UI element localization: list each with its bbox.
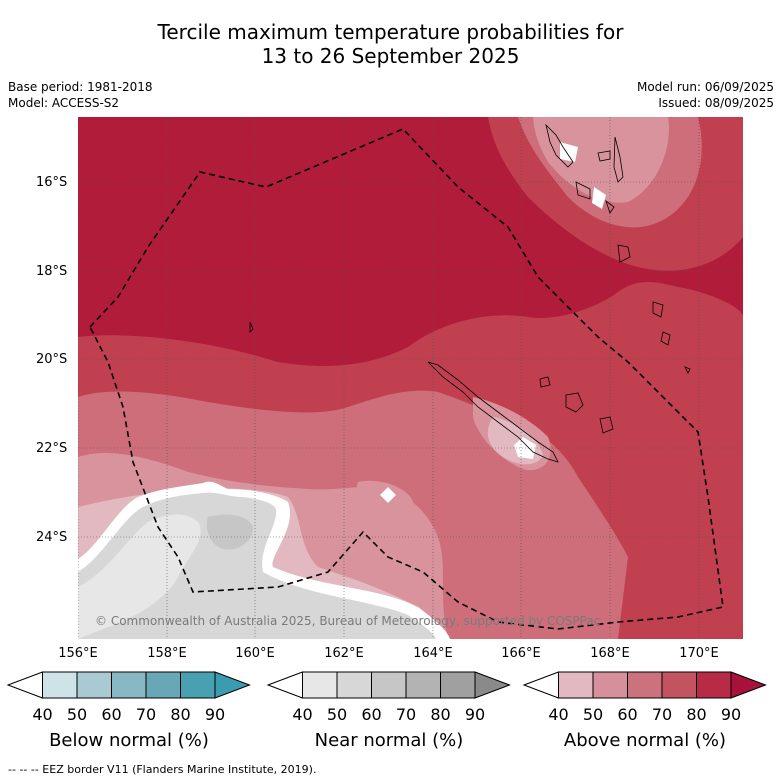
- colorbar-title-near: Near normal (%): [314, 730, 464, 751]
- lat-label-24s: 24°S: [36, 530, 68, 545]
- title-line-1: Tercile maximum temperature probabilitie…: [157, 20, 624, 44]
- colorbar-near-tick-50: 50: [326, 705, 348, 724]
- colorbar-below-segment-3: [111, 671, 147, 699]
- eez-border: [89, 128, 724, 630]
- coastline-vanuatu-4: [575, 181, 591, 200]
- model-run: Model run: 06/09/2025: [636, 80, 774, 94]
- colorbar-above-tick-90: 90: [720, 705, 742, 724]
- coastline-vanuatu-5: [605, 199, 615, 214]
- colorbar-near-segment-3: [371, 671, 407, 699]
- white-spot-vanuatu-north: [560, 142, 578, 162]
- colorbar-above-tick-60: 60: [617, 705, 638, 724]
- colorbar-above-segment-4: [661, 671, 697, 699]
- coastlines: [249, 123, 691, 463]
- lon-label-158e: 158°E: [147, 646, 187, 661]
- colorbar-above-tick-50: 50: [582, 705, 604, 724]
- gridlines: [78, 117, 743, 639]
- eez-footer-note: -- -- -- EEZ border V11 (Flanders Marine…: [8, 763, 317, 776]
- colorbars: [6, 671, 767, 699]
- copyright-notice: © Commonwealth of Australia 2025, Bureau…: [95, 614, 601, 628]
- coastline-loyalty-island-2: [565, 392, 584, 413]
- issued-date: Issued: 08/09/2025: [658, 96, 774, 110]
- colorbar-below-tick-70: 70: [135, 705, 157, 724]
- coastline-islet-1: [249, 321, 254, 333]
- coastline-vanuatu-8: [660, 331, 671, 346]
- lon-label-162e: 162°E: [324, 646, 364, 661]
- coastline-vanuatu-7: [652, 301, 664, 318]
- colorbar-below-tick-40: 40: [32, 705, 53, 724]
- coastline-new-caledonia: [427, 361, 559, 463]
- colorbar-near-tick-80: 80: [430, 705, 451, 724]
- colorbar-title-below: Below normal (%): [49, 730, 209, 751]
- colorbar-above-tick-80: 80: [686, 705, 707, 724]
- lat-label-16s: 16°S: [36, 175, 68, 190]
- lon-label-164e: 164°E: [413, 646, 453, 661]
- coastline-islet-2: [684, 366, 691, 374]
- lon-label-168e: 168°E: [590, 646, 630, 661]
- colorbar-above-segment-3: [627, 671, 663, 699]
- lat-label-18s: 18°S: [36, 264, 68, 279]
- lon-label-166e: 166°E: [501, 646, 541, 661]
- near-normal-60-70: [206, 514, 253, 550]
- colorbar-near-tick-60: 60: [361, 705, 382, 724]
- colorbar-below-tick-90: 90: [204, 705, 226, 724]
- colorbar-near-tick-40: 40: [292, 705, 313, 724]
- colorbar-near-segment-2: [336, 671, 372, 699]
- above-50-60-north: [533, 117, 669, 203]
- colorbar-below-tick-50: 50: [66, 705, 88, 724]
- colorbar-near-tick-70: 70: [395, 705, 417, 724]
- colorbar-below-segment-1: [42, 671, 78, 699]
- coastline-vanuatu-3: [613, 136, 624, 183]
- colorbar-near-segment-5: [440, 671, 476, 699]
- lat-label-22s: 22°S: [36, 441, 68, 456]
- coastline-vanuatu-2: [597, 150, 611, 162]
- colorbar-above-segment-5: [696, 671, 732, 699]
- white-spot-vanuatu-south: [592, 187, 606, 209]
- colorbar-above-tick-70: 70: [651, 705, 673, 724]
- coastline-vanuatu-1: [545, 123, 574, 168]
- colorbar-near-tick-90: 90: [464, 705, 486, 724]
- colorbar-below-segment-5: [180, 671, 216, 699]
- lat-label-20s: 20°S: [36, 352, 68, 367]
- colorbar-title-above: Above normal (%): [563, 730, 727, 751]
- map-canvas: [78, 117, 743, 639]
- model-name: Model: ACCESS-S2: [8, 96, 120, 110]
- base-period: Base period: 1981-2018: [8, 80, 153, 94]
- colorbar-below-high-extend: [214, 671, 251, 699]
- white-spot-central: [380, 487, 396, 503]
- colorbar-below-low-extend: [6, 671, 43, 699]
- lon-label-160e: 160°E: [235, 646, 275, 661]
- colorbar-near-segment-4: [405, 671, 441, 699]
- colorbar-below-tick-60: 60: [101, 705, 122, 724]
- coastline-loyalty-island-3: [599, 416, 614, 434]
- colorbar-above-high-extend: [730, 671, 767, 699]
- colorbar-above-tick-40: 40: [548, 705, 569, 724]
- lon-label-156e: 156°E: [58, 646, 98, 661]
- title-line-2: 13 to 26 September 2025: [261, 44, 520, 68]
- lon-label-170e: 170°E: [679, 646, 719, 661]
- colorbar-near-high-extend: [474, 671, 511, 699]
- probability-map: [78, 117, 743, 639]
- colorbar-near-low-extend: [266, 671, 303, 699]
- colorbar-below-segment-4: [145, 671, 181, 699]
- colorbar-below-tick-80: 80: [170, 705, 191, 724]
- coastline-vanuatu-6: [617, 244, 631, 263]
- colorbar-near-segment-1: [302, 671, 338, 699]
- colorbar-below-segment-2: [76, 671, 112, 699]
- colorbar-above-segment-1: [558, 671, 594, 699]
- colorbar-above-low-extend: [522, 671, 559, 699]
- coastline-loyalty-island-1: [539, 376, 551, 388]
- colorbar-above-segment-2: [592, 671, 628, 699]
